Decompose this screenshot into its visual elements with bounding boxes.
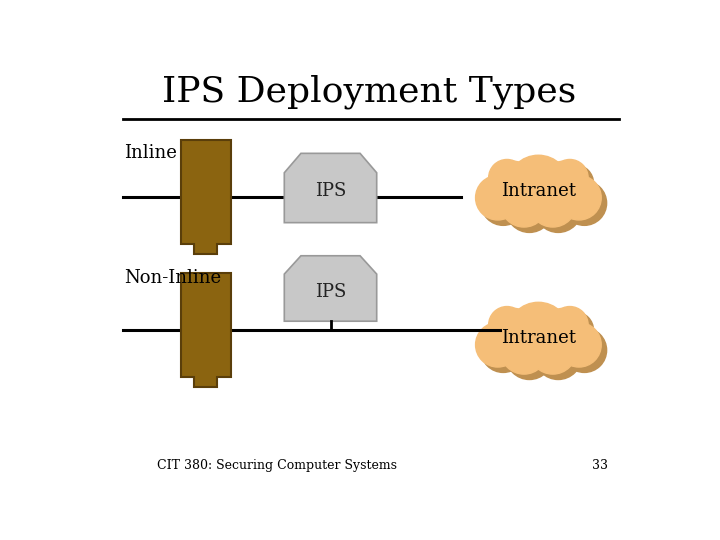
Circle shape <box>494 312 531 349</box>
Polygon shape <box>284 153 377 222</box>
Circle shape <box>524 161 564 200</box>
Circle shape <box>557 312 593 349</box>
Circle shape <box>535 333 582 380</box>
Text: IPS: IPS <box>315 282 346 301</box>
Circle shape <box>489 307 526 343</box>
Text: Non-Inline: Non-Inline <box>124 269 221 287</box>
Circle shape <box>500 327 548 374</box>
Circle shape <box>557 165 593 201</box>
Circle shape <box>529 327 577 374</box>
Circle shape <box>537 308 590 361</box>
Circle shape <box>506 185 553 232</box>
Circle shape <box>552 307 588 343</box>
Text: 33: 33 <box>592 458 608 472</box>
Polygon shape <box>181 140 231 254</box>
Circle shape <box>562 328 607 373</box>
Circle shape <box>542 314 595 366</box>
Polygon shape <box>181 273 231 387</box>
Text: Intranet: Intranet <box>501 182 576 200</box>
Circle shape <box>487 161 540 214</box>
Circle shape <box>513 160 575 224</box>
Circle shape <box>557 322 601 367</box>
Circle shape <box>500 180 548 227</box>
Circle shape <box>476 322 520 367</box>
Circle shape <box>506 333 553 380</box>
Circle shape <box>542 167 595 219</box>
Circle shape <box>535 185 582 232</box>
Circle shape <box>557 176 601 220</box>
Circle shape <box>552 159 588 196</box>
Circle shape <box>489 159 526 196</box>
Circle shape <box>492 314 545 366</box>
Circle shape <box>529 180 577 227</box>
Circle shape <box>519 156 558 195</box>
Circle shape <box>494 165 531 201</box>
Text: IPS: IPS <box>315 182 346 200</box>
Circle shape <box>519 303 558 342</box>
Circle shape <box>507 302 570 365</box>
Circle shape <box>487 308 540 361</box>
Text: IPS Deployment Types: IPS Deployment Types <box>162 75 576 109</box>
Text: Inline: Inline <box>124 144 177 161</box>
Text: Intranet: Intranet <box>501 329 576 347</box>
Circle shape <box>513 308 575 370</box>
Circle shape <box>481 181 526 225</box>
Circle shape <box>492 167 545 219</box>
Circle shape <box>562 181 607 225</box>
Text: CIT 380: Securing Computer Systems: CIT 380: Securing Computer Systems <box>157 458 397 472</box>
Circle shape <box>476 176 520 220</box>
Circle shape <box>507 155 570 218</box>
Circle shape <box>481 328 526 373</box>
Circle shape <box>537 161 590 214</box>
Polygon shape <box>284 256 377 321</box>
Circle shape <box>524 308 564 348</box>
